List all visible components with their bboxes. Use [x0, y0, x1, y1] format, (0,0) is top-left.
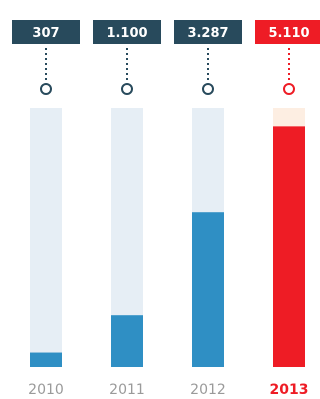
bar [192, 212, 224, 367]
year-label: 2011 [109, 382, 145, 398]
value-label: 3.287 [187, 26, 228, 41]
ring-marker [283, 83, 295, 95]
bar [111, 315, 143, 367]
year-label: 2013 [270, 382, 309, 398]
bar-track [30, 108, 62, 367]
value-label-box [93, 20, 161, 44]
year-label: 2010 [28, 382, 64, 398]
value-label: 307 [32, 26, 59, 41]
bar [30, 352, 62, 367]
ring-marker [40, 83, 52, 95]
year-label: 2012 [190, 382, 226, 398]
value-label-box [174, 20, 242, 44]
value-label-box [12, 20, 80, 44]
value-label: 1.100 [106, 26, 147, 41]
ring-marker [121, 83, 133, 95]
value-label: 5.110 [268, 26, 309, 41]
value-label-box [255, 20, 320, 44]
bar [273, 126, 305, 368]
ring-marker [202, 83, 214, 95]
